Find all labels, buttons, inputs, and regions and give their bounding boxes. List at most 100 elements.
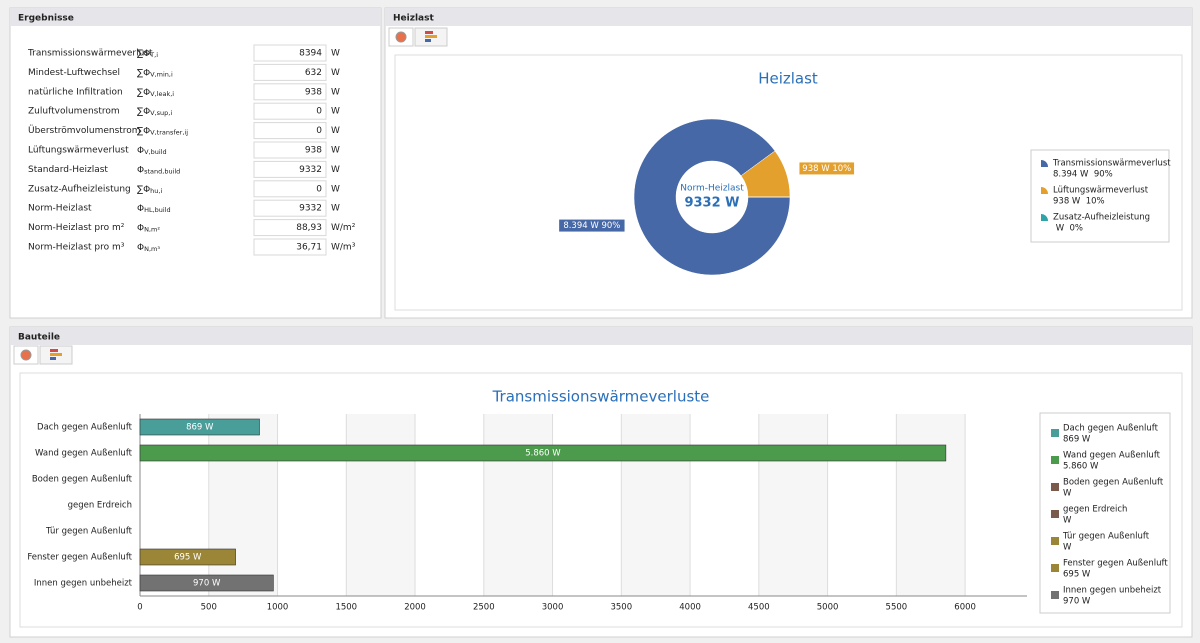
bar-icon [425, 35, 437, 38]
data-label: 970 W [193, 579, 221, 589]
x-tick-label: 1000 [267, 603, 289, 613]
legend-label: Wand gegen Außenluft [1063, 451, 1161, 461]
grid-band [208, 414, 278, 596]
symbol: Φ [137, 204, 144, 214]
legend-value: W [1063, 489, 1072, 499]
row-unit: W [331, 68, 340, 78]
legend-swatch [1041, 214, 1048, 221]
row-value: 88,93 [296, 223, 322, 233]
row-label: Norm-Heizlast pro m² [28, 223, 125, 233]
row-label: Lüftungswärmeverlust [28, 146, 129, 156]
symbol-sub: N,m² [144, 226, 160, 234]
x-tick-label: 6000 [954, 603, 976, 613]
legend-swatch [1051, 456, 1059, 464]
row-label: Überströmvolumenstrom [28, 125, 141, 136]
bauteile-header [10, 327, 1192, 345]
legend-value: 938 W 10% [1053, 197, 1105, 207]
legend-swatch [1041, 187, 1048, 194]
row-value: 938 [305, 87, 322, 97]
x-tick-label: 5500 [886, 603, 908, 613]
symbol: Φ [137, 146, 144, 156]
x-tick-label: 3000 [542, 603, 564, 613]
row-symbol: ΦN,m³ [137, 243, 160, 254]
row-symbol: ΦN,m² [137, 223, 160, 234]
legend-swatch [1041, 160, 1048, 167]
y-tick-label: gegen Erdreich [68, 501, 132, 511]
bar-icon [50, 357, 56, 360]
chart-title: Transmissionswärmeverluste [492, 388, 710, 406]
legend-label: Boden gegen Außenluft [1063, 478, 1164, 488]
panel-title: Bauteile [18, 333, 60, 343]
legend-swatch [1051, 564, 1059, 572]
heizlast-header [385, 8, 1192, 26]
legend-label: Innen gegen unbeheizt [1063, 586, 1162, 596]
panel-title: Ergebnisse [18, 14, 74, 24]
symbol: ∑Φ [137, 107, 150, 117]
value-box [253, 102, 327, 120]
y-tick-label: Fenster gegen Außenluft [27, 553, 132, 563]
grid-band [896, 414, 966, 596]
x-tick-label: 2500 [473, 603, 495, 613]
value-box [253, 122, 327, 140]
data-label-bg [799, 162, 855, 175]
x-tick-label: 5000 [817, 603, 839, 613]
y-tick-label: Boden gegen Außenluft [32, 475, 133, 485]
row-value: 0 [316, 107, 322, 117]
data-label: 869 W [186, 423, 214, 433]
row-unit: W [331, 204, 340, 214]
row-label: Zuluftvolumenstrom [28, 107, 120, 117]
bar [139, 444, 947, 462]
row-unit: W [331, 184, 340, 194]
x-tick-label: 4500 [748, 603, 770, 613]
data-label: 5.860 W [525, 449, 561, 459]
row-value: 8394 [299, 49, 322, 59]
center-value: 9332 W [684, 196, 739, 211]
row-unit: W [331, 49, 340, 59]
value-box [253, 83, 327, 101]
grid-band [483, 414, 553, 596]
bar-legend [1039, 412, 1171, 614]
data-label: 938 W 10% [802, 164, 851, 174]
row-symbol: ∑ΦT,i [137, 49, 158, 60]
legend-swatch [1051, 510, 1059, 518]
pie-icon [20, 349, 32, 361]
symbol-sub: V,build [144, 148, 167, 156]
row-label: Mindest-Luftwechsel [28, 68, 120, 78]
row-value: 938 [305, 146, 322, 156]
value-box [253, 63, 327, 81]
bar [139, 548, 236, 566]
row-label: Norm-Heizlast [28, 204, 92, 214]
legend-label: Lüftungswärmeverlust [1053, 186, 1149, 196]
row-label: Zusatz-Aufheizleistung [28, 184, 131, 194]
row-unit: W [331, 146, 340, 156]
legend-value: 5.860 W [1063, 462, 1099, 472]
legend-value: 869 W [1063, 435, 1091, 445]
legend-label: Dach gegen Außenluft [1063, 424, 1159, 434]
symbol: ∑Φ [137, 184, 150, 194]
legend-label: gegen Erdreich [1063, 505, 1127, 515]
legend-label: Fenster gegen Außenluft [1063, 559, 1168, 569]
value-box [253, 180, 327, 198]
row-value: 0 [316, 184, 322, 194]
panel-title: Heizlast [393, 14, 434, 24]
bar-icon [425, 39, 431, 42]
y-tick-label: Innen gegen unbeheizt [34, 579, 133, 589]
pie-icon [395, 31, 407, 43]
row-value: 9332 [299, 165, 322, 175]
value-box [253, 160, 327, 178]
bar-icon [50, 349, 58, 352]
row-symbol: ΦV,build [137, 146, 167, 157]
row-symbol: ∑ΦV,leak,i [137, 87, 174, 98]
legend-swatch [1051, 591, 1059, 599]
row-value: 0 [316, 126, 322, 136]
symbol: Φ [137, 165, 144, 175]
row-unit: W [331, 126, 340, 136]
y-tick-label: Tür gegen Außenluft [45, 527, 133, 537]
row-label: Transmissionswärmeverlust [27, 49, 153, 59]
row-label: natürliche Infiltration [28, 87, 123, 97]
symbol: ∑Φ [137, 68, 150, 78]
symbol-sub: V,sup,i [150, 109, 172, 117]
pie-legend [1030, 149, 1170, 243]
legend-swatch [1051, 537, 1059, 545]
